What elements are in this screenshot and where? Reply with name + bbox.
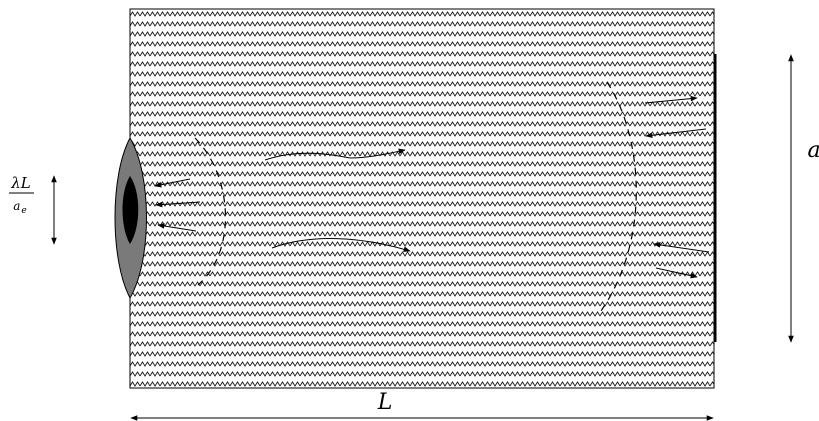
right-flux-arrows xyxy=(644,95,710,279)
length-label: L xyxy=(377,390,393,415)
medium-region xyxy=(129,8,715,389)
left-flux-arrows xyxy=(154,178,201,232)
source-size-label: λL ae xyxy=(9,174,34,216)
flux-arrow xyxy=(155,201,201,208)
flux-arrow xyxy=(653,242,710,253)
flux-arrow xyxy=(644,95,698,104)
denominator-sub: e xyxy=(21,206,26,216)
flux-arrow xyxy=(645,128,707,139)
upper-flow-arrow xyxy=(264,148,406,161)
source-size-numerator: λL xyxy=(10,174,31,192)
lower-flow-arrow xyxy=(271,238,411,252)
source-core xyxy=(122,176,139,244)
right-wavefront xyxy=(597,81,637,316)
central-flow-arrows xyxy=(264,148,411,252)
left-wavefront xyxy=(194,137,226,286)
flux-arrow xyxy=(157,223,197,232)
denominator-base: a xyxy=(13,199,20,213)
flux-arrow xyxy=(655,267,698,279)
source-spot xyxy=(114,136,147,300)
source-size-denominator: ae xyxy=(13,199,26,216)
flux-arrow xyxy=(154,178,191,188)
height-label: a xyxy=(807,138,819,163)
